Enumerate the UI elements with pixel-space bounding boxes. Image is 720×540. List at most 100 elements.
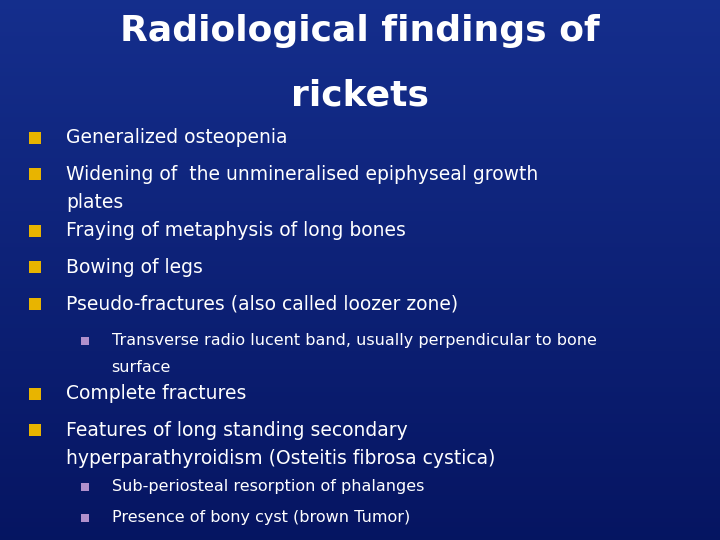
Bar — [0, 256, 720, 261]
Bar — [0, 405, 720, 409]
Bar — [0, 207, 720, 212]
Bar — [0, 104, 720, 108]
Bar — [0, 266, 720, 270]
Bar — [0, 468, 720, 472]
Text: surface: surface — [112, 360, 171, 375]
Bar — [0, 522, 720, 526]
Bar — [0, 463, 720, 468]
Text: Fraying of metaphysis of long bones: Fraying of metaphysis of long bones — [66, 221, 406, 240]
Bar — [0, 409, 720, 414]
Bar — [0, 139, 720, 144]
Bar — [0, 450, 720, 455]
Bar — [0, 220, 720, 225]
Bar — [0, 31, 720, 36]
Bar — [0, 284, 720, 288]
Bar — [0, 387, 720, 392]
Bar — [0, 279, 720, 284]
Bar — [0, 90, 720, 94]
Bar — [0, 477, 720, 482]
Bar — [0, 18, 720, 23]
Bar — [0, 135, 720, 139]
Bar — [0, 315, 720, 320]
Bar — [0, 176, 720, 180]
Bar — [0, 54, 720, 58]
Bar — [0, 239, 720, 243]
Bar — [0, 347, 720, 351]
Bar — [0, 270, 720, 274]
Bar — [0, 338, 720, 342]
Bar — [0, 166, 720, 171]
Bar — [0, 423, 720, 428]
Bar — [0, 320, 720, 324]
Bar — [0, 360, 720, 364]
Bar — [0, 418, 720, 423]
Bar — [0, 459, 720, 463]
Text: hyperparathyroidism (Osteitis fibrosa cystica): hyperparathyroidism (Osteitis fibrosa cy… — [66, 449, 495, 468]
Bar — [0, 202, 720, 207]
Bar — [0, 117, 720, 122]
Bar — [0, 396, 720, 401]
Bar — [0, 112, 720, 117]
Bar — [0, 193, 720, 198]
Bar — [0, 441, 720, 445]
Text: Features of long standing secondary: Features of long standing secondary — [66, 421, 408, 440]
Text: plates: plates — [66, 193, 124, 212]
Text: Presence of bony cyst (brown Tumor): Presence of bony cyst (brown Tumor) — [112, 510, 410, 525]
Bar — [0, 401, 720, 405]
Bar — [0, 144, 720, 148]
Bar — [0, 180, 720, 185]
Bar — [0, 72, 720, 77]
Bar — [0, 274, 720, 279]
Bar — [0, 126, 720, 131]
Bar — [0, 40, 720, 45]
Bar — [0, 436, 720, 441]
Bar — [0, 342, 720, 347]
Bar — [0, 382, 720, 387]
Bar — [0, 504, 720, 509]
Bar — [0, 531, 720, 536]
Bar — [0, 108, 720, 112]
Text: Pseudo-fractures (also called loozer zone): Pseudo-fractures (also called loozer zon… — [66, 294, 459, 314]
Text: Radiological findings of: Radiological findings of — [120, 14, 600, 48]
Bar — [0, 27, 720, 31]
Bar — [0, 513, 720, 517]
Bar — [0, 486, 720, 490]
Bar — [0, 68, 720, 72]
Bar — [0, 261, 720, 266]
Bar — [0, 81, 720, 85]
Bar — [0, 247, 720, 252]
Bar — [0, 310, 720, 315]
Bar — [0, 9, 720, 14]
Bar — [0, 446, 720, 450]
Bar — [0, 490, 720, 495]
Bar — [0, 288, 720, 293]
Bar — [0, 369, 720, 374]
Bar — [0, 99, 720, 104]
Bar — [0, 252, 720, 256]
Bar — [0, 536, 720, 540]
Bar — [0, 374, 720, 378]
Bar — [0, 495, 720, 500]
Text: rickets: rickets — [291, 78, 429, 112]
Text: Widening of  the unmineralised epiphyseal growth: Widening of the unmineralised epiphyseal… — [66, 165, 539, 184]
Bar — [0, 85, 720, 90]
Bar — [0, 63, 720, 68]
Bar — [0, 216, 720, 220]
Bar — [0, 328, 720, 333]
Bar — [0, 198, 720, 202]
Bar — [0, 392, 720, 396]
Bar — [0, 428, 720, 432]
Bar — [0, 36, 720, 40]
Bar — [0, 500, 720, 504]
Bar — [0, 230, 720, 234]
Bar — [0, 158, 720, 162]
Bar — [0, 45, 720, 50]
Bar — [0, 364, 720, 369]
Bar — [0, 482, 720, 486]
Bar — [0, 455, 720, 459]
Bar — [0, 148, 720, 153]
Text: Bowing of legs: Bowing of legs — [66, 258, 203, 277]
Bar — [0, 225, 720, 229]
Bar — [0, 378, 720, 382]
Text: Complete fractures: Complete fractures — [66, 384, 247, 403]
